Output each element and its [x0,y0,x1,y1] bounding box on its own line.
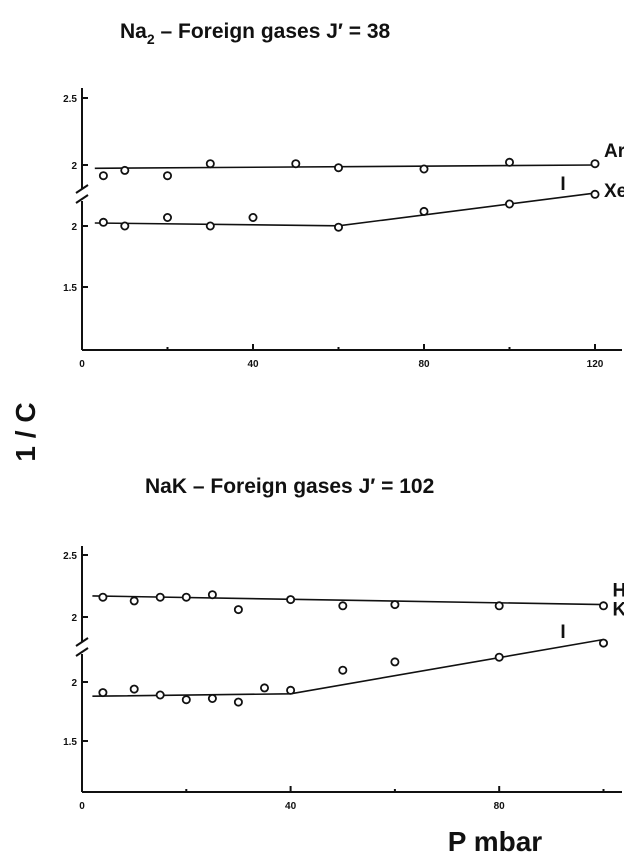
x-tick-label: 120 [587,359,604,370]
data-point-kr [233,697,243,707]
y-axis-label: 1 / C [10,402,41,461]
data-point-xe [504,199,514,209]
title-rest: – Foreign gases [155,20,327,43]
series-he: He [92,581,624,615]
series-ar: Ar [94,141,624,181]
axis-break-mark [75,647,89,657]
chart-title: NaK – Foreign gases J′ = 102 [145,475,434,498]
data-point-xe [162,212,172,222]
data-point-he [129,596,139,606]
y-tick-label-lower: 2 [71,222,77,233]
data-point-kr [286,685,296,695]
data-point-ar [120,165,130,175]
data-point-xe [120,221,130,231]
title-rotational-level: J′ = 102 [359,475,435,498]
data-point-he [286,595,296,605]
data-point-ar [205,159,215,169]
data-point-he [98,592,108,602]
data-point-xe [419,206,429,216]
data-point-he [338,601,348,611]
title-molecule: Na [120,20,147,43]
data-point-he [155,592,165,602]
x-tick-label: 40 [285,801,297,812]
data-point-kr [181,695,191,705]
data-point-kr [390,657,400,667]
y-tick-label-lower: 1.5 [63,283,77,294]
x-tick-label: 0 [79,801,85,812]
y-tick-label-upper: 2.5 [63,551,77,562]
series-label-kr: Kr [613,600,624,621]
data-point-ar [98,171,108,181]
title-rest: – Foreign gases [187,475,359,498]
x-tick-label: 80 [494,801,506,812]
axis-break-mark [75,184,89,194]
data-point-ar [162,171,172,181]
data-point-kr [129,684,139,694]
series-label-ar: Ar [604,141,624,162]
data-point-ar [291,159,301,169]
y-tick-label-lower: 1.5 [63,737,77,748]
data-point-ar [590,159,600,169]
error-bar-indicator: I [560,174,565,195]
data-point-ar [419,164,429,174]
data-point-xe [98,217,108,227]
x-tick-label: 0 [79,359,85,370]
series-kr: Kr [92,600,624,707]
data-point-ar [333,163,343,173]
y-tick-label-upper: 2 [71,161,77,172]
series-xe: Xe [94,181,624,232]
data-point-xe [248,212,258,222]
data-point-ar [504,157,514,167]
data-point-he [181,592,191,602]
data-point-he [233,605,243,615]
title-molecule: NaK [145,475,187,498]
axis-break-mark [75,637,89,647]
x-tick-label: 80 [418,359,430,370]
y-tick-label-upper: 2.5 [63,94,77,105]
error-bar-indicator: I [560,622,565,643]
x-axis-label: P mbar [448,826,543,857]
data-point-xe [333,222,343,232]
fit-line-ar [94,164,596,170]
title-subscript: 2 [147,31,155,47]
data-point-xe [205,221,215,231]
data-point-kr [599,638,609,648]
data-point-kr [259,683,269,693]
data-point-kr [155,690,165,700]
fit-line-he [92,595,604,606]
data-point-he [207,590,217,600]
series-label-he: He [613,581,624,602]
data-point-kr [338,665,348,675]
data-point-kr [98,688,108,698]
data-point-kr [207,694,217,704]
chart-title: Na2 – Foreign gases J′ = 38 [120,20,391,47]
data-point-he [390,600,400,610]
y-tick-label-lower: 2 [71,678,77,689]
chart-panel-2: NaK – Foreign gases J′ = 102 0 40 80 2.5 2 2 1.… [63,475,624,857]
chart-panel-1: Na2 – Foreign gases J′ = 380 40 80 1202.522… [10,20,624,462]
series-label-xe: Xe [604,181,624,202]
title-rotational-level: J′ = 38 [326,20,390,43]
y-tick-label-upper: 2 [71,613,77,624]
fit-line-kr [92,638,604,697]
data-point-he [494,601,504,611]
data-point-xe [590,189,600,199]
data-point-he [599,601,609,611]
axis-break-mark [75,194,89,204]
x-tick-label: 40 [247,359,259,370]
data-point-kr [494,652,504,662]
